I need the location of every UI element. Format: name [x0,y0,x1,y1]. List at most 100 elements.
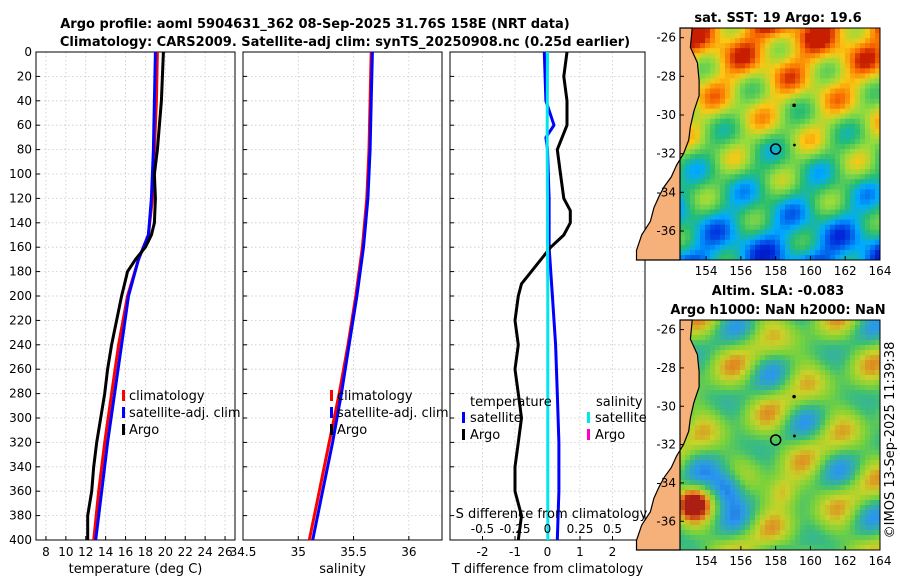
heatmap-cell [800,138,806,145]
heatmap-cell [835,159,841,165]
heatmap-cell [815,93,821,100]
heatmap-cell [825,540,831,546]
heatmap-cell [725,520,731,526]
heatmap-cell [775,98,781,105]
heatmap-cell [735,380,741,386]
heatmap-cell [820,38,826,44]
heatmap-cell [780,420,786,426]
heatmap-cell [820,93,826,100]
heatmap-cell [745,415,751,421]
heatmap-cell [700,340,706,346]
y-tick-label: 240 [9,338,32,352]
heatmap-cell [735,475,741,481]
heatmap-cell [845,53,851,59]
heatmap-cell [850,138,856,145]
heatmap-cell [735,525,741,531]
heatmap-cell [855,525,861,531]
heatmap-cell [700,350,706,356]
heatmap-cell [870,219,876,226]
heatmap-cell [785,320,791,326]
heatmap-cell [845,435,851,441]
heatmap-cell [800,128,806,135]
heatmap-cell [705,68,711,74]
heatmap-cell [760,194,766,200]
heatmap-cell [785,164,791,170]
argo-float-marker [769,434,782,446]
heatmap-cell [830,234,836,241]
heatmap-cell [755,63,761,69]
heatmap-cell [830,425,836,431]
heatmap-cell [820,340,826,346]
heatmap-cell [745,475,751,481]
heatmap-cell [870,209,876,216]
heatmap-cell [710,510,716,516]
heatmap-cell [750,375,756,381]
heatmap-cell [820,335,826,341]
heatmap-cell [795,345,801,351]
heatmap-cell [720,239,726,246]
heatmap-cell [700,169,706,175]
heatmap-cell [865,48,871,54]
heatmap-cell [860,58,866,64]
heatmap-cell [870,470,876,476]
heatmap-cell [755,365,761,371]
heatmap-cell [730,88,736,94]
heatmap-cell [865,214,871,221]
heatmap-cell [790,204,796,210]
heatmap-cell [815,98,821,105]
heatmap-cell [700,194,706,200]
heatmap-cell [750,144,756,150]
heatmap-cell [875,28,881,34]
heatmap-cell [780,149,786,155]
heatmap-cell [840,244,846,251]
heatmap-cell [825,159,831,165]
heatmap-cell [730,405,736,411]
heatmap-cell [755,229,761,236]
heatmap-cell [805,184,811,190]
heatmap-cell [845,360,851,366]
heatmap-cell [815,118,821,125]
heatmap-cell [750,93,756,100]
heatmap-cell [825,520,831,526]
heatmap-cell [840,108,846,115]
heatmap-cell [690,510,696,516]
heatmap-cell [780,390,786,396]
heatmap-cell [875,58,881,64]
heatmap-cell [790,390,796,396]
heatmap-cell [845,214,851,221]
heatmap-cell [755,73,761,79]
heatmap-cell [865,93,871,100]
heatmap-cell [870,68,876,74]
heatmap-cell [710,380,716,386]
heatmap-cell [845,219,851,226]
heatmap-cell [870,118,876,125]
heatmap-cell [700,375,706,381]
heatmap-cell [840,83,846,89]
heatmap-cell [815,138,821,145]
heatmap-cell [770,93,776,100]
heatmap-cell [800,450,806,456]
heatmap-cell [775,179,781,185]
heatmap-cell [815,189,821,195]
heatmap-cell [755,445,761,451]
heatmap-cell [725,138,731,145]
heatmap-cell [750,88,756,94]
heatmap-cell [855,184,861,190]
heatmap-cell [745,470,751,476]
heatmap-cell [860,395,866,401]
heatmap-cell [820,485,826,491]
heatmap-cell [875,229,881,236]
y-tick-label: 200 [9,289,32,303]
heatmap-cell [715,128,721,135]
x-tick-label: 1 [576,545,584,559]
heatmap-cell [705,365,711,371]
heatmap-cell [780,43,786,49]
heatmap-cell [870,460,876,466]
heatmap-cell [745,455,751,461]
heatmap-cell [830,430,836,436]
heatmap-cell [820,470,826,476]
heatmap-cell [765,535,771,541]
heatmap-cell [695,350,701,356]
heatmap-cell [685,174,691,180]
heatmap-cell [775,430,781,436]
